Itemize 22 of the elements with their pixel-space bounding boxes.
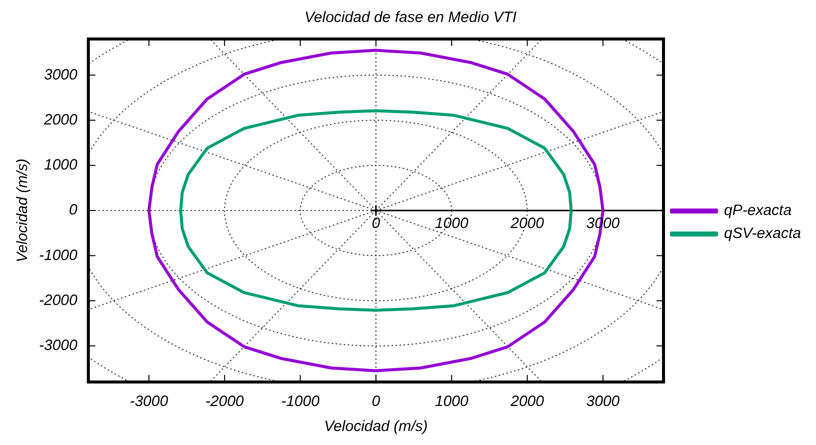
x-axis-title: Velocidad (m/s) bbox=[324, 418, 428, 436]
y-tick-label: 0 bbox=[69, 202, 78, 219]
y-axis-title: Velocidad (m/s) bbox=[14, 158, 32, 262]
x-tick-label: -3000 bbox=[130, 393, 169, 410]
chart-title: Velocidad de fase en Medio VTI bbox=[304, 9, 517, 26]
x-tick-label: 1000 bbox=[434, 393, 469, 410]
legend-label: qP-exacta bbox=[724, 202, 792, 220]
legend-label: qSV-exacta bbox=[724, 225, 802, 242]
x-tick-label: -2000 bbox=[205, 393, 244, 410]
x-tick-label: 3000 bbox=[586, 393, 620, 410]
y-tick-label: 3000 bbox=[44, 66, 78, 84]
x-tick-label: -1000 bbox=[281, 393, 320, 410]
y-tick-label: 1000 bbox=[44, 156, 78, 174]
y-tick-label: -1000 bbox=[38, 246, 78, 264]
annotation: 1000 bbox=[434, 215, 469, 232]
annotation: 0 bbox=[372, 215, 381, 232]
y-tick-label: -2000 bbox=[38, 292, 78, 309]
x-tick-label: 0 bbox=[372, 393, 381, 410]
x-tick-label: 2000 bbox=[510, 393, 545, 410]
y-tick-label: -3000 bbox=[38, 337, 78, 354]
y-tick-label: 2000 bbox=[42, 111, 78, 128]
annotation: 2000 bbox=[510, 215, 545, 232]
